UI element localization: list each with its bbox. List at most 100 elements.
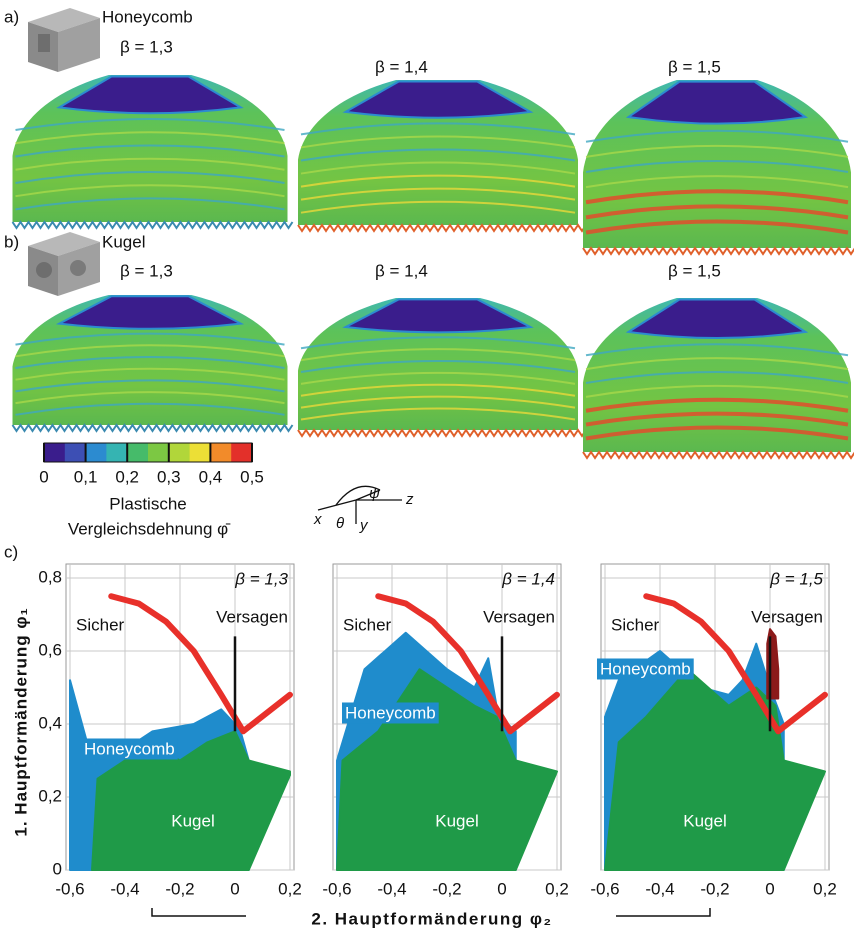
dome-band — [15, 356, 285, 369]
dome — [12, 75, 288, 222]
x-tick-label: -0,4 — [110, 879, 139, 898]
colorbar-tick-label: 0 — [39, 467, 48, 486]
dome — [298, 298, 578, 430]
chart-title: β = 1,5 — [769, 569, 823, 588]
beta-label: β = 1,4 — [375, 261, 428, 280]
colorbar: 0 0,1 0,2 0,3 0,4 0,5 — [39, 442, 264, 486]
colorbar-segment — [127, 443, 149, 462]
x-tick-label: -0,6 — [590, 879, 619, 898]
dome-band — [300, 174, 576, 188]
axis-symbol: x — [313, 511, 322, 528]
dome-band — [300, 148, 576, 162]
y-tick-label: 0,8 — [38, 567, 62, 586]
x-tick-label: -0,4 — [377, 879, 406, 898]
colorbar-segment — [168, 443, 191, 462]
dome-band — [585, 425, 849, 441]
scatter-chart: -0,6 -0,4 -0,2 0 0,2 β = 1,5 Sicher Versagen Hon… — [590, 563, 837, 898]
series-label: Honeycomb — [84, 739, 175, 758]
chart-title: β = 1,4 — [501, 569, 555, 588]
beta-label: β = 1,5 — [668, 57, 721, 76]
dome-band — [300, 371, 576, 385]
dome-band — [585, 371, 849, 384]
y-tick-label: 0,6 — [38, 640, 62, 659]
dome-edge — [297, 223, 587, 233]
x-tick-label: 0,2 — [278, 879, 302, 898]
panel-name: Honeycomb — [102, 7, 193, 26]
dome-edge — [11, 423, 294, 433]
colorbar-title: Plastische — [109, 494, 186, 513]
specimen-icon — [28, 232, 100, 296]
axis-symbol: y — [359, 517, 369, 534]
specimen-icon — [28, 8, 100, 72]
dome-band — [300, 407, 576, 421]
panel-label: a) — [4, 7, 19, 26]
axis-symbol: z — [405, 491, 414, 508]
colorbar-title: Vergleichsdehnung φ̄ — [68, 519, 231, 538]
dome-band — [15, 391, 285, 405]
y-tick-label: 0 — [53, 859, 62, 878]
colorbar-segment — [106, 443, 128, 462]
dome-band — [15, 379, 285, 393]
dome-band — [300, 187, 576, 201]
dome-cap — [342, 80, 534, 119]
series-label: Kugel — [435, 811, 478, 830]
dome-band — [300, 348, 576, 362]
x-tick-label: 0 — [230, 879, 239, 898]
panel-label: c) — [4, 542, 18, 561]
dome-band — [585, 343, 849, 357]
chart-title: β = 1,3 — [234, 569, 288, 588]
dome-band — [15, 184, 285, 198]
series-label-bg — [81, 738, 178, 760]
dome-band — [15, 131, 285, 145]
series-label: Kugel — [683, 811, 726, 830]
y-axis-label: 1. Hauptformänderung φ₁ — [11, 607, 30, 836]
annotation: Versagen — [751, 607, 823, 626]
dome-band — [15, 367, 285, 381]
charts: -0,6 -0,4 -0,2 0 0,2 0 0,2 0,4 0,6 0,8 β = 1,3 Sich… — [11, 563, 837, 928]
scatter-chart: -0,6 -0,4 -0,2 0 0,2 β = 1,4 Sicher Versagen Hon… — [311, 563, 569, 928]
dome-band — [300, 336, 576, 350]
colorbar-tick-label: 0,5 — [240, 467, 264, 486]
dome-cap — [55, 295, 245, 330]
x-tick-label: 0,2 — [813, 879, 837, 898]
dome-band — [585, 397, 849, 413]
dome-band — [585, 160, 849, 173]
dome-band — [300, 161, 576, 175]
beta-label: β = 1,3 — [120, 261, 173, 280]
panel-name: Kugel — [102, 232, 145, 251]
series-label: Honeycomb — [345, 703, 436, 722]
axis-symbol: θ — [336, 515, 344, 532]
simulation-images — [11, 75, 854, 460]
scatter-chart: -0,6 -0,4 -0,2 0 0,2 0 0,2 0,4 0,6 0,8 β = 1,3 Sich… — [11, 563, 302, 898]
colorbar-segment — [64, 443, 87, 462]
x-tick-label: 0 — [497, 879, 506, 898]
dome-band — [15, 157, 285, 171]
dome-band — [15, 170, 285, 184]
dome-band — [585, 384, 849, 398]
dome-edge — [11, 220, 294, 230]
dome-band — [15, 118, 285, 132]
dome-cap — [625, 80, 809, 125]
dome-cap — [56, 75, 244, 115]
forming-limit-curve — [108, 593, 293, 735]
dome — [12, 295, 288, 425]
series-label: Honeycomb — [600, 659, 691, 678]
dome-band — [585, 357, 849, 371]
panel-label: b) — [4, 232, 19, 251]
dome-band — [300, 135, 576, 149]
dome-band — [300, 360, 576, 373]
beta-label: β = 1,3 — [120, 37, 173, 56]
y-tick-label: 0,4 — [38, 713, 62, 732]
dome-edge — [582, 450, 854, 460]
beta-label: β = 1,4 — [375, 57, 428, 76]
dome-edge — [297, 428, 587, 438]
axis-symbol: ψ — [369, 485, 380, 502]
colorbar-segment — [148, 443, 170, 462]
dome-band — [15, 344, 285, 358]
forming-limit-curve — [643, 593, 828, 735]
colorbar-tick-label: 0,4 — [199, 467, 223, 486]
dome-band — [585, 189, 849, 205]
colorbar-tick-label: 0,1 — [74, 467, 98, 486]
dome-edge — [582, 246, 854, 256]
